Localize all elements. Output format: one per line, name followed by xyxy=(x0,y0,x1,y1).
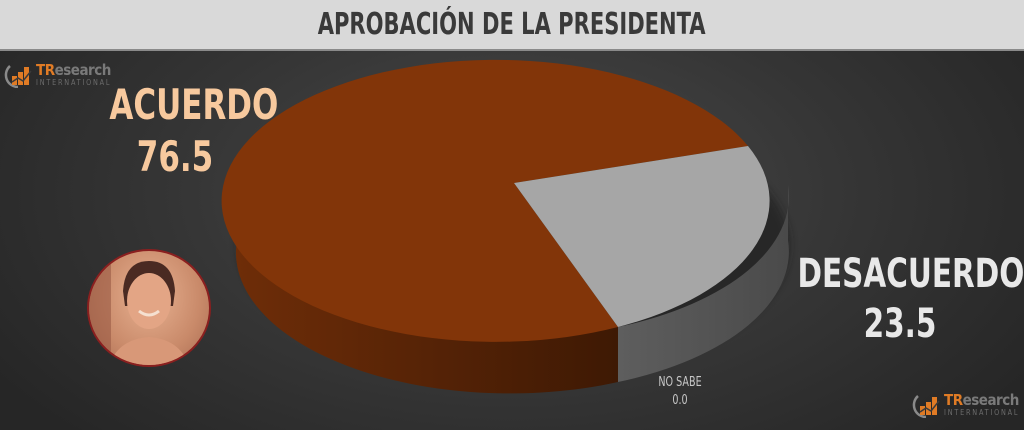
label-acuerdo: ACUERDO 76.5 xyxy=(109,80,279,181)
pie-slice-acuerdo xyxy=(221,59,748,342)
bar-chart-growth-icon xyxy=(4,65,32,88)
portrait-image xyxy=(89,251,189,365)
logo-bottom: TResearch INTERNATIONAL xyxy=(912,392,1024,418)
page-title: APROBACIÓN DE LA PRESIDENTA xyxy=(318,7,706,42)
avatar xyxy=(87,249,211,367)
pie-side-desacuerdo xyxy=(618,185,789,382)
pie-side-acuerdo xyxy=(235,185,618,394)
bar-chart-growth-icon xyxy=(912,395,940,418)
pie-slice-desacuerdo xyxy=(514,146,770,327)
logo-top: TResearch INTERNATIONAL xyxy=(4,62,120,88)
title-bar: APROBACIÓN DE LA PRESIDENTA xyxy=(0,0,1024,51)
label-no-sabe: NO SABE 0.0 xyxy=(658,375,702,408)
label-desacuerdo: DESACUERDO 23.5 xyxy=(797,251,1024,347)
